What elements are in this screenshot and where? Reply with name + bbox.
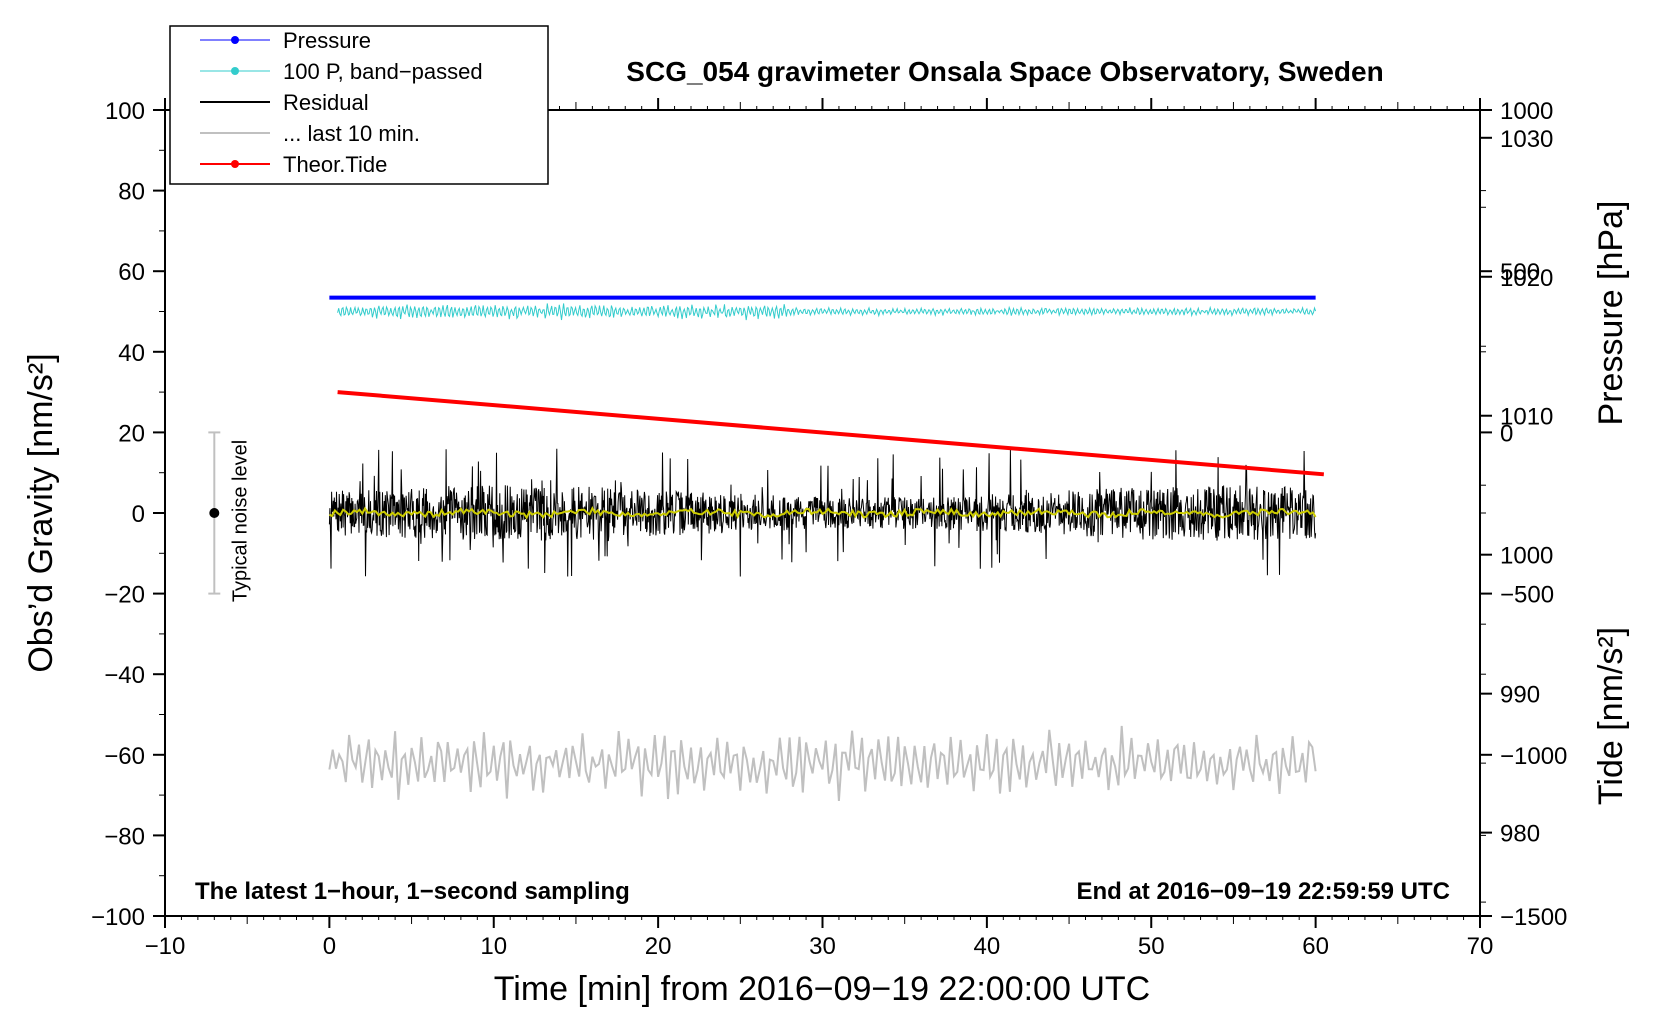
y-tick-label: 80 <box>118 179 145 206</box>
tide-tick-label: −500 <box>1500 582 1554 609</box>
annotation-latest-hour: The latest 1−hour, 1−second sampling <box>195 878 630 905</box>
x-tick-label: 30 <box>809 933 836 960</box>
x-tick-label: 10 <box>480 933 507 960</box>
y-tick-label: −100 <box>91 904 145 931</box>
y-tick-label: 100 <box>105 98 145 125</box>
x-tick-label: 50 <box>1138 933 1165 960</box>
legend-box <box>169 25 549 185</box>
pressure-tick-label: 1000 <box>1500 543 1553 570</box>
legend-label: Pressure <box>283 28 371 53</box>
tide-tick-label: −1500 <box>1500 904 1567 931</box>
legend-label: 100 P, band−passed <box>283 59 483 84</box>
y-tick-label: −40 <box>104 662 145 689</box>
last-10-min-line <box>328 725 1317 801</box>
tide-tick-label: 500 <box>1500 259 1540 286</box>
last-10-min-series-group <box>328 725 1317 801</box>
noise-center-dot <box>209 508 220 518</box>
x-axis: −10 0 10 20 30 40 50 60 70 <box>145 98 1494 960</box>
pressure-tick-label: 1020 <box>1500 265 1553 292</box>
pressure-tick-label: 990 <box>1500 682 1540 709</box>
band-passed-series-group <box>337 303 1317 321</box>
y-axis-gravity: 100 80 60 40 20 0 −20 −40 −60 −80 −100 <box>91 98 165 931</box>
pressure-tick-label: 1030 <box>1500 126 1553 153</box>
x-tick-label: 0 <box>323 933 336 960</box>
y-tick-label: 20 <box>118 420 145 447</box>
y-axis-pressure: 1030 1020 1010 1000 990 980 <box>1480 126 1553 903</box>
noise-level-marker: Typical noise level <box>208 431 251 602</box>
annotation-end-time: End at 2016−09−19 22:59:59 UTC <box>1076 878 1450 905</box>
y-tick-label: −80 <box>104 823 145 850</box>
y-axis-label: Obs’d Gravity [nm/s²] <box>22 353 60 672</box>
pressure-tick-label: 1010 <box>1500 404 1553 431</box>
x-tick-label: 20 <box>645 933 672 960</box>
theoretical-tide-line <box>337 390 1325 477</box>
legend-label: ... last 10 min. <box>283 121 420 146</box>
legend: Pressure 100 P, band−passed Residual ... la… <box>169 25 549 185</box>
y-tick-label: 0 <box>132 501 145 528</box>
legend-label: Theor.Tide <box>283 152 387 177</box>
series-lines <box>329 295 1325 477</box>
noise-level-label: Typical noise level <box>229 440 251 602</box>
y-tick-label: −60 <box>104 743 145 770</box>
residual-series-group <box>328 448 1317 577</box>
x-tick-label: 70 <box>1467 933 1494 960</box>
x-axis-label: Time [min] from 2016−09−19 22:00:00 UTC <box>494 970 1150 1008</box>
tide-tick-label: 0 <box>1500 420 1513 447</box>
x-tick-label: 40 <box>974 933 1001 960</box>
legend-marker <box>231 67 239 75</box>
legend-marker <box>231 36 239 44</box>
y-axis-tide: 1000 500 0 −500 −1000 −1500 <box>1480 98 1567 931</box>
x-tick-label: 60 <box>1302 933 1329 960</box>
residual-smoothed-line <box>328 506 1317 520</box>
band-passed-line <box>337 303 1317 321</box>
tide-tick-label: 1000 <box>1500 98 1553 125</box>
x-tick-label: −10 <box>145 933 186 960</box>
y-tick-label: 40 <box>118 340 145 367</box>
legend-marker <box>231 160 239 168</box>
pressure-tick-label: 980 <box>1500 821 1540 848</box>
y-tick-label: −20 <box>104 582 145 609</box>
pressure-axis-label: Pressure [hPa] <box>1592 201 1630 426</box>
tide-tick-label: −1000 <box>1500 743 1567 770</box>
y-tick-label: 60 <box>118 259 145 286</box>
legend-label: Residual <box>283 90 369 115</box>
chart-title: SCG_054 gravimeter Onsala Space Observat… <box>626 56 1383 87</box>
tide-axis-label: Tide [nm/s²] <box>1592 627 1630 805</box>
